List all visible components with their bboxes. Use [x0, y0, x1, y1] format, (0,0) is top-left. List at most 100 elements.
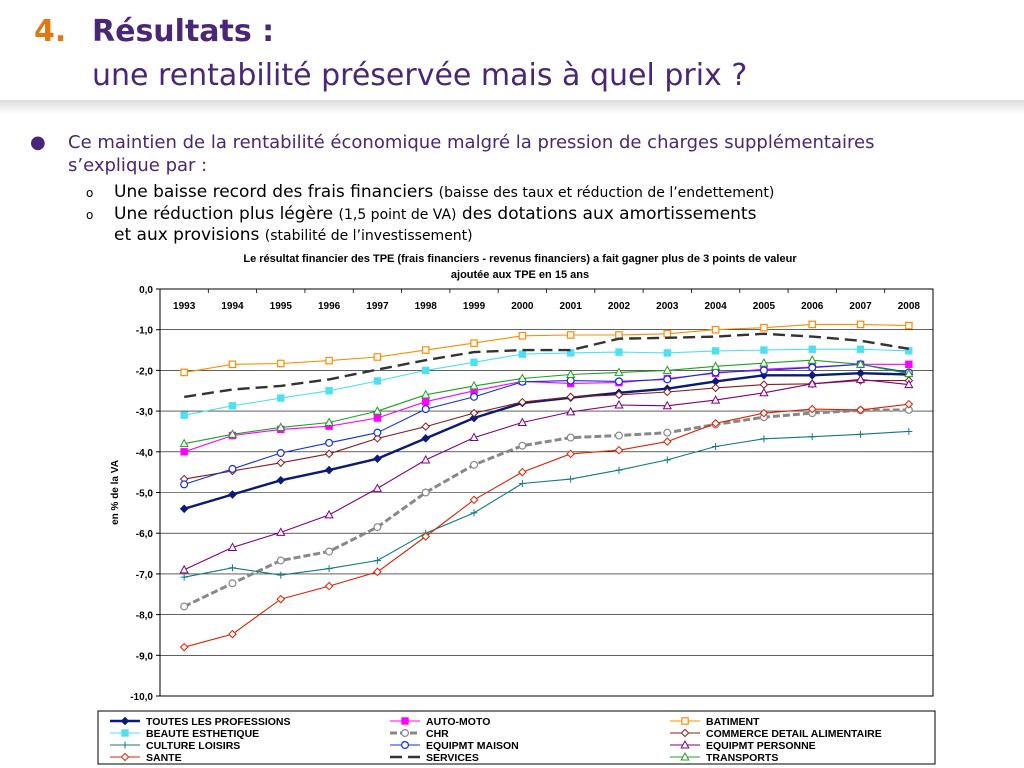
x-tick-label: 1999	[463, 301, 486, 312]
series-sante-point	[759, 408, 769, 418]
series-batiment-point	[856, 320, 865, 329]
x-tick-label: 1997	[366, 301, 389, 312]
x-tick-label: 2008	[898, 301, 921, 312]
series-commerce-detail-alimentaire-point	[614, 390, 624, 400]
series-transports-point	[421, 389, 431, 399]
series-transports-point	[179, 438, 189, 448]
x-tick-label: 2003	[656, 301, 679, 312]
series-equipmt-maison-point	[276, 449, 285, 458]
slide-subtitle: une rentabilité préservée mais à quel pr…	[92, 58, 748, 93]
series-batiment-point	[518, 332, 527, 340]
series-batiment-point	[760, 323, 768, 332]
series-sante-line	[184, 403, 909, 648]
series-batiment-point	[615, 331, 623, 339]
y-tick-label: -9,0	[136, 651, 154, 662]
sub-bullet-2-detail: (1,5 point de VA)	[338, 207, 457, 223]
series-equipmt-personne-point	[324, 509, 334, 519]
slide-title: Résultats :	[92, 14, 275, 49]
series-equipmt-personne-point	[855, 374, 866, 383]
series-chr-point	[228, 579, 237, 588]
series-equipmt-maison-point	[808, 363, 817, 372]
series-beaute-esthetique-point	[180, 411, 188, 419]
series-toutes-les-professions-point	[324, 465, 334, 475]
series-beaute-esthetique-point	[373, 377, 382, 385]
x-tick-label: 2004	[704, 301, 727, 312]
legend-label: EQUIPMT PERSONNE	[706, 740, 816, 752]
legend-label: SANTE	[146, 752, 182, 764]
series-transports-line	[184, 359, 909, 445]
series-transports-point	[855, 359, 866, 368]
series-equipmt-personne-point	[566, 406, 576, 416]
series-toutes-les-professions-point	[807, 370, 817, 380]
y-tick-label: -2,0	[136, 366, 154, 377]
legend-label: BATIMENT	[706, 716, 760, 728]
series-batiment-point	[808, 320, 817, 329]
legend-marker	[401, 717, 409, 725]
series-chr-point	[276, 556, 285, 565]
series-chr-point	[614, 431, 623, 440]
series-transports-point	[662, 365, 672, 374]
series-chr-point	[518, 441, 527, 450]
y-tick-label: -8,0	[136, 611, 154, 622]
legend-marker	[120, 752, 130, 762]
x-tick-label: 1993	[173, 301, 196, 312]
series-transports-point	[614, 367, 624, 376]
y-tick-label: -4,0	[136, 448, 154, 459]
series-sante-point	[856, 405, 865, 415]
x-tick-label: 2006	[801, 301, 824, 312]
series-chr-point	[566, 433, 575, 442]
series-culture-loisirs-line	[184, 430, 909, 578]
series-equipmt-personne-line	[183, 378, 909, 571]
series-toutes-les-professions-point	[179, 504, 189, 514]
x-tick-label: 2005	[753, 301, 776, 312]
sub-bullet-2-detail2: (stabilité de l’investissement)	[264, 228, 473, 244]
sub-bullet-1-detail: (baisse des taux et réduction de l’endet…	[438, 185, 775, 201]
series-toutes-les-professions-point	[421, 434, 431, 443]
series-batiment-point	[421, 346, 430, 354]
series-equipmt-personne-point	[276, 527, 286, 536]
sub-bullet-1: Une baisse record des frais financiers (…	[114, 182, 774, 204]
legend-label: EQUIPMT MAISON	[426, 740, 519, 752]
series-beaute-esthetique-point	[663, 349, 671, 357]
series-sante-point	[904, 399, 914, 409]
title-divider	[0, 100, 1024, 114]
series-transports-point	[227, 429, 238, 438]
legend-label: CHR	[426, 728, 449, 740]
legend-marker	[120, 716, 130, 726]
series-commerce-detail-alimentaire-point	[662, 387, 672, 397]
series-commerce-detail-alimentaire-point	[276, 458, 286, 468]
legend-label: TOUTES LES PROFESSIONS	[146, 716, 291, 728]
series-batiment-point	[711, 325, 720, 334]
series-equipmt-maison-point	[421, 405, 430, 414]
series-equipmt-personne-point	[469, 432, 479, 442]
series-commerce-detail-alimentaire-point	[469, 408, 479, 418]
series-beaute-esthetique-point	[325, 387, 333, 395]
series-auto-moto-line	[184, 363, 909, 453]
chart-title-line: ajoutée aux TPE en 15 ans	[451, 269, 589, 281]
series-equipmt-maison-point	[325, 438, 334, 447]
series-services-line	[184, 332, 909, 399]
series-equipmt-maison-point	[759, 366, 768, 375]
series-sante-point	[566, 449, 575, 459]
series-equipmt-personne-point	[517, 417, 527, 426]
series-transports-point	[904, 368, 914, 378]
series-toutes-les-professions-point	[276, 475, 286, 485]
series-auto-moto-point	[180, 448, 188, 456]
series-commerce-detail-alimentaire-point	[711, 383, 720, 393]
series-transports-point	[566, 369, 576, 378]
x-tick-label: 2007	[849, 301, 872, 312]
series-transports-point	[710, 361, 721, 370]
series-sante-point	[807, 404, 817, 414]
series-transports-point	[469, 380, 479, 390]
series-transports-point	[324, 417, 334, 426]
series-chr-point	[373, 523, 382, 532]
sub-bullet-2-main2: des dotations aux amortissements	[456, 204, 757, 224]
series-sante-point	[276, 594, 286, 604]
series-sante-point	[711, 419, 720, 428]
series-sante-point	[518, 467, 527, 477]
x-tick-label: 1994	[221, 301, 244, 312]
legend-marker	[121, 729, 129, 737]
legend-label: COMMERCE DETAIL ALIMENTAIRE	[706, 728, 882, 740]
x-tick-label: 2000	[511, 301, 534, 312]
